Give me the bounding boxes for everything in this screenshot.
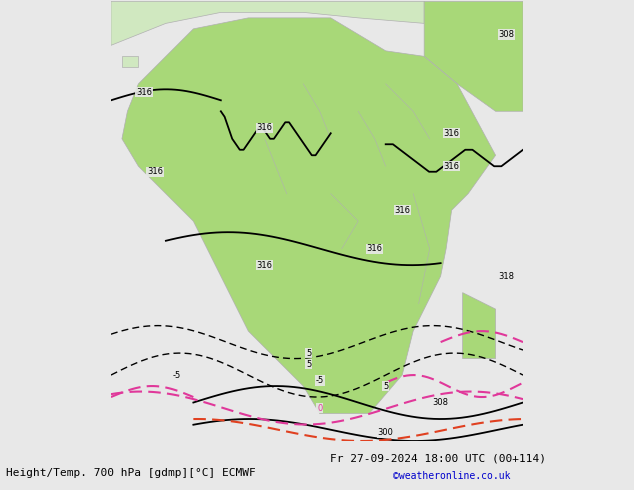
- Text: 318: 318: [498, 271, 515, 281]
- Text: Fr 27-09-2024 18:00 UTC (00+114): Fr 27-09-2024 18:00 UTC (00+114): [330, 453, 546, 463]
- Text: 316: 316: [394, 206, 410, 215]
- Text: 5: 5: [306, 348, 311, 358]
- Text: 308: 308: [432, 398, 449, 407]
- Text: 308: 308: [498, 30, 515, 39]
- Text: Height/Temp. 700 hPa [gdmp][°C] ECMWF: Height/Temp. 700 hPa [gdmp][°C] ECMWF: [6, 468, 256, 478]
- Text: 316: 316: [444, 162, 460, 171]
- Text: 5: 5: [383, 382, 388, 391]
- Text: ©weatheronline.co.uk: ©weatheronline.co.uk: [393, 471, 510, 481]
- Polygon shape: [122, 56, 138, 67]
- Text: -5: -5: [316, 376, 324, 385]
- Text: 5: 5: [306, 360, 311, 368]
- Polygon shape: [424, 1, 523, 111]
- Text: -5: -5: [172, 370, 181, 380]
- Text: 300: 300: [378, 428, 394, 437]
- Text: 316: 316: [366, 244, 383, 253]
- Polygon shape: [463, 293, 496, 359]
- Text: 316: 316: [444, 129, 460, 138]
- Text: 316: 316: [147, 167, 163, 176]
- Polygon shape: [122, 18, 496, 414]
- Text: 0: 0: [317, 404, 322, 413]
- Text: 316: 316: [257, 123, 273, 132]
- Text: 316: 316: [136, 88, 152, 97]
- Polygon shape: [111, 1, 424, 46]
- Text: 316: 316: [257, 261, 273, 270]
